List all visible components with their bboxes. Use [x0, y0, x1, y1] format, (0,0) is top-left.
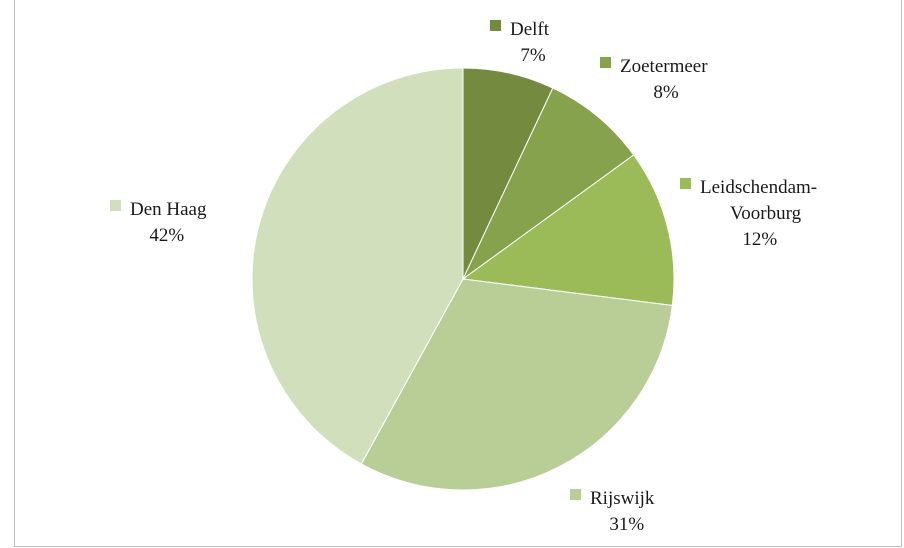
slice-percent-text: 8% — [653, 82, 679, 103]
slice-name-text: Den Haag — [130, 199, 207, 220]
pie-slice-zoetermeer — [462, 87, 635, 280]
slice-name-text: Voorburg — [730, 203, 802, 224]
slice-name-text: Rijswijk — [590, 488, 655, 509]
slice-percent-text: 42% — [149, 225, 184, 246]
slice-name-text: Zoetermeer — [620, 56, 708, 77]
data-label-leidschendam-voorburg: Leidschendam- Voorburg 12% — [680, 177, 817, 250]
legend-key-delft — [490, 20, 501, 31]
slice-name-text: Delft — [510, 19, 550, 40]
data-label-rijswijk: Rijswijk 31% — [570, 488, 655, 535]
pie-slice-den-haag — [251, 67, 464, 465]
slice-name-text: Leidschendam- — [700, 177, 817, 198]
legend-key-zoetermeer — [600, 57, 611, 68]
legend-key-leidschendam-voorburg — [680, 178, 691, 189]
data-label-delft: Delft 7% — [490, 19, 550, 66]
legend-key-den-haag — [110, 200, 121, 211]
slice-percent-text: 7% — [520, 45, 546, 66]
pie-slice-rijswijk — [360, 278, 673, 491]
legend-key-rijswijk — [570, 489, 581, 500]
slice-percent-text: 31% — [609, 514, 644, 535]
data-label-zoetermeer: Zoetermeer 8% — [600, 56, 708, 103]
slice-percent-text: 12% — [742, 229, 777, 250]
data-label-den-haag: Den Haag 42% — [110, 199, 207, 246]
pie-slice-leidschendam-voorburg — [461, 154, 675, 307]
